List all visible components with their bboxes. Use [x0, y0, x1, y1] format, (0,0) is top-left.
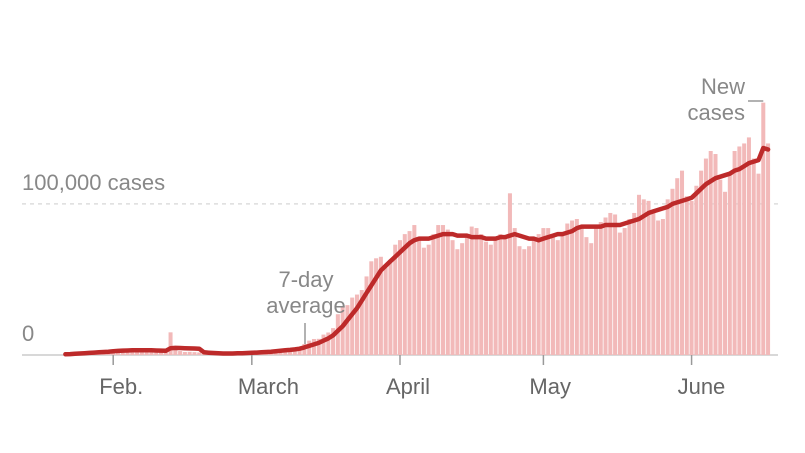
bar: [503, 236, 507, 355]
bar: [178, 351, 182, 355]
bar: [388, 260, 392, 355]
bar: [451, 240, 455, 355]
bar: [393, 245, 397, 355]
bar: [517, 246, 521, 355]
bar: [470, 227, 474, 355]
bar: [627, 219, 631, 355]
bar: [551, 234, 555, 355]
bar: [537, 234, 541, 355]
bar: [508, 193, 512, 355]
bar: [398, 240, 402, 355]
bar: [656, 221, 660, 355]
bar: [513, 228, 517, 355]
bar: [618, 233, 622, 355]
bar: [742, 143, 746, 355]
annotation: New cases: [650, 74, 745, 134]
bar: [756, 174, 760, 355]
bar: [594, 228, 598, 355]
y-tick-label: 0: [22, 321, 34, 346]
bar: [690, 201, 694, 355]
annotation: 7-day average: [250, 267, 362, 327]
bar: [613, 214, 617, 355]
bar: [417, 237, 421, 355]
bar: [608, 213, 612, 355]
legend-label: New cases: [650, 74, 745, 126]
x-tick-label: May: [529, 374, 571, 399]
bar: [465, 234, 469, 355]
bar: [575, 219, 579, 355]
bar: [737, 146, 741, 355]
bar: [604, 217, 608, 355]
bar: [427, 245, 431, 355]
bar: [570, 221, 574, 355]
bar: [489, 245, 493, 355]
bar: [431, 234, 435, 355]
x-tick-label: June: [678, 374, 726, 399]
bar: [484, 242, 488, 355]
bar: [522, 249, 526, 355]
bar: [733, 151, 737, 355]
bar: [422, 248, 426, 355]
bar: [183, 352, 187, 355]
bar: [541, 228, 545, 355]
x-tick-label: Feb.: [99, 374, 143, 399]
bar: [169, 332, 173, 355]
bar: [661, 219, 665, 355]
bar: [474, 228, 478, 355]
bar: [192, 352, 196, 355]
bar: [403, 234, 407, 355]
bar: [747, 137, 751, 355]
legend-label: 7-day average: [250, 267, 362, 319]
bar: [527, 246, 531, 355]
bar: [766, 143, 770, 355]
bar: [647, 201, 651, 355]
bar: [408, 231, 412, 355]
bar: [494, 240, 498, 355]
bar: [718, 180, 722, 355]
bar: [546, 228, 550, 355]
x-tick-label: March: [238, 374, 299, 399]
bar: [761, 103, 765, 355]
bar: [728, 174, 732, 355]
x-tick-label: April: [386, 374, 430, 399]
y-tick-label: 100,000 cases: [22, 170, 165, 195]
bar: [589, 243, 593, 355]
bar: [713, 154, 717, 355]
bar: [670, 189, 674, 355]
bar: [599, 222, 603, 355]
bar: [584, 237, 588, 355]
bar: [369, 261, 373, 355]
bar: [532, 240, 536, 355]
bar: [699, 171, 703, 355]
bar: [642, 199, 646, 355]
bar: [632, 213, 636, 355]
bar: [479, 234, 483, 355]
bar: [436, 225, 440, 355]
bar: [412, 225, 416, 355]
bar: [446, 230, 450, 355]
bar: [752, 159, 756, 355]
bar: [441, 225, 445, 355]
bar: [455, 249, 459, 355]
bar: [188, 352, 192, 355]
bar: [197, 352, 201, 355]
bar: [651, 211, 655, 355]
bar: [685, 196, 689, 355]
bar: [723, 192, 727, 355]
bar: [565, 224, 569, 355]
bar: [460, 243, 464, 355]
bar: [623, 228, 627, 355]
bar: [561, 236, 565, 355]
bar: [694, 186, 698, 355]
bar: [384, 267, 388, 355]
bar: [498, 234, 502, 355]
bar: [580, 225, 584, 355]
bar: [666, 199, 670, 355]
bar: [556, 240, 560, 355]
